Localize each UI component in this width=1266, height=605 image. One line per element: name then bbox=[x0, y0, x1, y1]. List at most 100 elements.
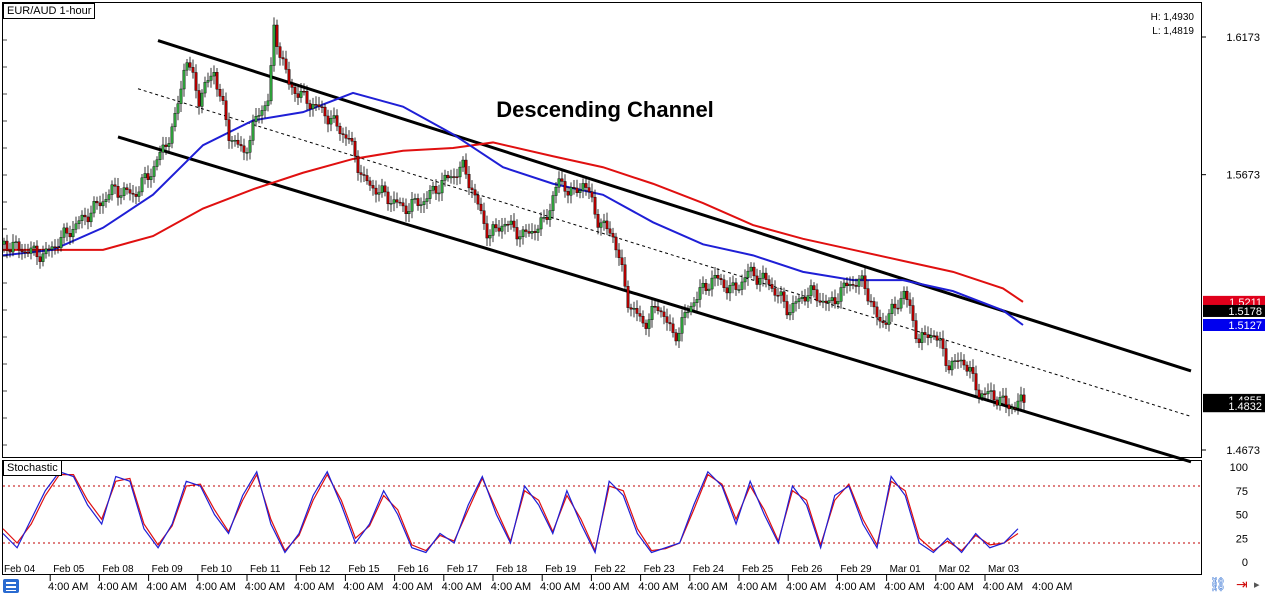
candlestick bbox=[299, 83, 303, 103]
candlestick bbox=[890, 299, 894, 322]
candlestick bbox=[740, 274, 744, 296]
price-tick-label: 1.6173 bbox=[1226, 32, 1260, 44]
stochastic-label: Stochastic bbox=[3, 460, 62, 476]
candlestick bbox=[800, 290, 804, 304]
candlestick bbox=[884, 315, 888, 330]
candlestick bbox=[662, 305, 666, 325]
link-icon[interactable]: ⛓ bbox=[1209, 577, 1227, 593]
time-tick-label: 4:00 AM bbox=[196, 581, 236, 593]
candlestick bbox=[80, 210, 84, 229]
candlestick bbox=[188, 56, 192, 71]
candlestick bbox=[128, 182, 132, 201]
candlestick bbox=[182, 63, 186, 97]
candlestick bbox=[308, 99, 312, 117]
candlestick bbox=[752, 262, 756, 281]
candlestick bbox=[317, 96, 321, 111]
high-low-box: H: 1,4930 L: 1,4819 bbox=[1151, 11, 1194, 39]
time-tick-label: 4:00 AM bbox=[835, 581, 875, 593]
candlestick bbox=[68, 225, 72, 245]
candlestick bbox=[803, 289, 807, 306]
candlestick bbox=[74, 216, 78, 234]
candlestick bbox=[704, 278, 708, 295]
candlestick bbox=[341, 127, 345, 143]
candlestick bbox=[998, 391, 1002, 411]
time-tick-label: 4:00 AM bbox=[638, 581, 678, 593]
time-tick-label: 4:00 AM bbox=[934, 581, 974, 593]
candlestick bbox=[611, 227, 615, 244]
candlestick bbox=[329, 110, 333, 132]
candlestick bbox=[92, 196, 96, 218]
date-tick-label: Feb 17 bbox=[447, 564, 479, 575]
candlestick bbox=[623, 256, 627, 291]
candlestick bbox=[512, 213, 516, 232]
candlestick bbox=[893, 296, 897, 316]
candlestick bbox=[554, 181, 558, 204]
candlestick bbox=[590, 183, 594, 203]
date-tick-label: Feb 26 bbox=[791, 564, 823, 575]
candlestick bbox=[959, 352, 963, 368]
candlestick bbox=[197, 83, 201, 115]
candlestick bbox=[485, 215, 489, 247]
candlestick bbox=[725, 280, 729, 300]
high-value: H: 1,4930 bbox=[1150, 12, 1194, 23]
candlestick bbox=[935, 331, 939, 347]
time-tick-label: 4:00 AM bbox=[540, 581, 580, 593]
candlestick bbox=[521, 226, 525, 245]
candlestick bbox=[86, 208, 90, 230]
menu-arrow-icon[interactable]: ▸ bbox=[1254, 578, 1260, 591]
candlestick bbox=[191, 59, 195, 79]
candlestick bbox=[794, 295, 798, 312]
stochastic-tick-label: 75 bbox=[1236, 486, 1248, 498]
candlestick bbox=[446, 170, 450, 182]
candlestick bbox=[260, 105, 264, 124]
date-tick-label: Feb 04 bbox=[4, 564, 36, 575]
candlestick bbox=[917, 333, 921, 348]
candlestick bbox=[1007, 398, 1011, 417]
candlestick bbox=[1010, 403, 1014, 415]
candlestick bbox=[896, 299, 900, 315]
candlestick bbox=[323, 103, 327, 124]
candlestick bbox=[239, 136, 243, 152]
candlestick bbox=[101, 193, 105, 214]
date-tick-label: Feb 08 bbox=[102, 564, 134, 575]
candlestick bbox=[500, 218, 504, 239]
candlestick bbox=[848, 276, 852, 292]
candlestick bbox=[158, 145, 162, 166]
candlestick bbox=[686, 305, 690, 319]
candlestick bbox=[170, 123, 174, 149]
candlestick bbox=[362, 166, 366, 182]
candlestick bbox=[491, 221, 495, 243]
candlestick bbox=[629, 303, 633, 317]
candlestick bbox=[2, 237, 6, 253]
candlestick bbox=[494, 218, 498, 233]
time-tick-label: 4:00 AM bbox=[343, 581, 383, 593]
candlestick bbox=[557, 171, 561, 193]
candlestick bbox=[179, 80, 183, 112]
date-tick-label: Feb 24 bbox=[693, 564, 725, 575]
candlestick bbox=[110, 180, 114, 201]
candlestick bbox=[365, 168, 369, 185]
candlestick bbox=[950, 357, 954, 376]
candlestick bbox=[125, 183, 129, 195]
go-to-end-icon[interactable]: ⇥ bbox=[1236, 577, 1248, 593]
candlestick bbox=[230, 136, 234, 149]
candlestick bbox=[974, 365, 978, 398]
candlestick bbox=[422, 193, 426, 213]
candlestick bbox=[716, 268, 720, 286]
candlestick bbox=[437, 184, 441, 202]
candlestick bbox=[839, 281, 843, 309]
candlestick bbox=[566, 186, 570, 204]
candlestick bbox=[176, 95, 180, 121]
candlestick bbox=[461, 156, 465, 172]
candlestick bbox=[575, 179, 579, 197]
candlestick bbox=[425, 191, 429, 210]
candlestick bbox=[599, 218, 603, 236]
candlestick bbox=[866, 280, 870, 305]
candlestick bbox=[173, 107, 177, 132]
candlestick bbox=[908, 292, 912, 314]
candlestick bbox=[542, 209, 546, 223]
candlestick bbox=[596, 209, 600, 235]
candlestick bbox=[464, 153, 468, 179]
candlestick bbox=[644, 319, 648, 336]
bottom-left-menu-icon[interactable] bbox=[3, 579, 19, 593]
